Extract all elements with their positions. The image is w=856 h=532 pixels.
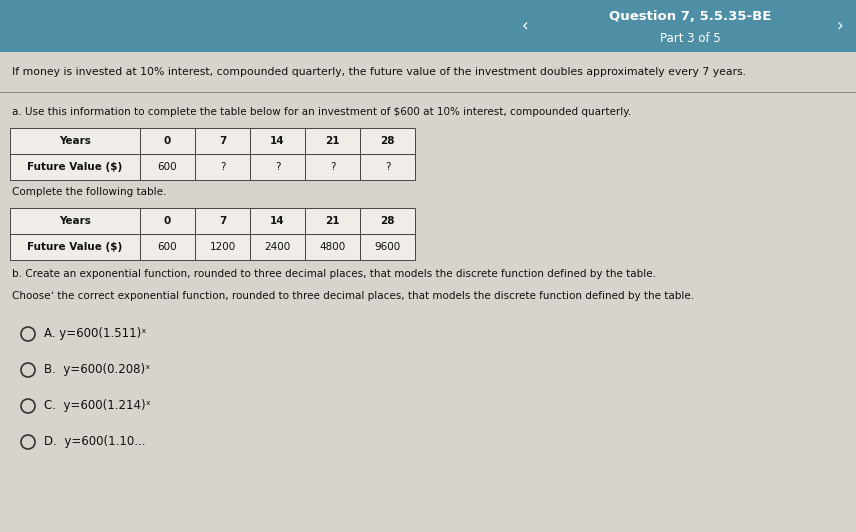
Text: Complete the following table.: Complete the following table. [12, 187, 166, 197]
Bar [10, 208, 140, 234]
Bar [305, 128, 360, 154]
Bar [360, 128, 415, 154]
Text: Future Value ($): Future Value ($) [27, 242, 122, 252]
Text: ?: ? [275, 162, 280, 172]
Text: 600: 600 [158, 162, 177, 172]
Text: 0: 0 [163, 216, 171, 226]
Text: 14: 14 [270, 136, 285, 146]
Text: Future Value ($): Future Value ($) [27, 162, 122, 172]
Text: Years: Years [59, 136, 91, 146]
Text: 21: 21 [325, 136, 340, 146]
Text: ?: ? [384, 162, 390, 172]
Bar [140, 128, 195, 154]
Text: C.  y=600(1.214)ˣ: C. y=600(1.214)ˣ [44, 400, 151, 412]
Text: D.  y=600(1.10...: D. y=600(1.10... [44, 436, 146, 448]
Text: ?: ? [330, 162, 336, 172]
Text: 14: 14 [270, 216, 285, 226]
Text: 7: 7 [219, 136, 226, 146]
Bar [10, 154, 140, 180]
Text: ?: ? [220, 162, 225, 172]
Bar [250, 208, 305, 234]
Text: ›: › [836, 17, 843, 35]
Text: 28: 28 [380, 136, 395, 146]
Text: 0: 0 [163, 136, 171, 146]
Bar [360, 208, 415, 234]
Bar [195, 128, 250, 154]
Bar [140, 154, 195, 180]
Text: B.  y=600(0.208)ˣ: B. y=600(0.208)ˣ [44, 363, 151, 377]
Text: 1200: 1200 [210, 242, 235, 252]
Text: 7: 7 [219, 216, 226, 226]
Text: 21: 21 [325, 216, 340, 226]
Text: ‹: ‹ [521, 17, 528, 35]
Bar [0, 0, 856, 52]
Text: 4800: 4800 [319, 242, 346, 252]
Bar [250, 234, 305, 260]
Text: Years: Years [59, 216, 91, 226]
Bar [140, 208, 195, 234]
Bar [140, 234, 195, 260]
Text: a. Use this information to complete the table below for an investment of $600 at: a. Use this information to complete the … [12, 107, 631, 117]
Bar [250, 154, 305, 180]
Text: If money is invested at 10% interest, compounded quarterly, the future value of : If money is invested at 10% interest, co… [12, 67, 746, 77]
Text: Chooseʼ the correct exponential function, rounded to three decimal places, that : Chooseʼ the correct exponential function… [12, 291, 694, 301]
Bar [195, 154, 250, 180]
Text: b. Create an exponential function, rounded to three decimal places, that models : b. Create an exponential function, round… [12, 269, 656, 279]
Text: A. y=600(1.511)ˣ: A. y=600(1.511)ˣ [44, 328, 146, 340]
Text: Part 3 of 5: Part 3 of 5 [660, 31, 721, 45]
Text: Question 7, 5.5.35-BE: Question 7, 5.5.35-BE [609, 10, 771, 22]
Text: 28: 28 [380, 216, 395, 226]
Text: 9600: 9600 [374, 242, 401, 252]
Bar [360, 234, 415, 260]
Bar [305, 208, 360, 234]
Bar [195, 234, 250, 260]
Text: 2400: 2400 [265, 242, 291, 252]
Bar [10, 234, 140, 260]
Bar [195, 208, 250, 234]
Text: 600: 600 [158, 242, 177, 252]
Bar [305, 154, 360, 180]
Bar [360, 154, 415, 180]
Bar [250, 128, 305, 154]
Bar [305, 234, 360, 260]
Bar [10, 128, 140, 154]
